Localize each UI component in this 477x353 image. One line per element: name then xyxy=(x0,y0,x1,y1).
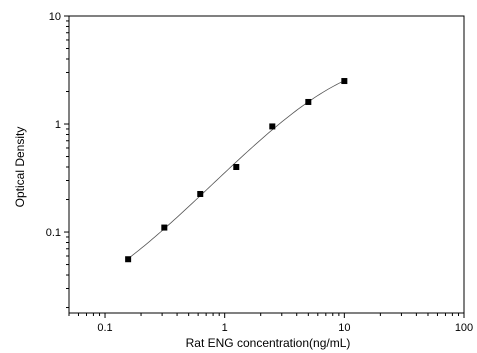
y-tick-label: 0.1 xyxy=(46,227,61,239)
x-axis-title: Rat ENG concentration(ng/mL) xyxy=(186,336,351,350)
data-point xyxy=(269,123,276,130)
data-points xyxy=(125,78,348,263)
y-tick-label: 10 xyxy=(49,11,61,23)
x-tick-label: 10 xyxy=(338,322,350,334)
x-tick-label: 100 xyxy=(455,322,473,334)
data-point xyxy=(197,190,204,197)
data-point xyxy=(341,78,348,85)
y-axis-ticks: 0.1 1 10 xyxy=(46,11,69,309)
data-point xyxy=(125,256,132,263)
data-point xyxy=(305,98,312,105)
x-tick-label: 1 xyxy=(222,322,228,334)
plot-frame xyxy=(68,15,465,314)
data-point xyxy=(161,224,168,231)
plot-border xyxy=(68,15,465,314)
x-tick-label: 0.1 xyxy=(97,322,112,334)
y-axis-title: Optical Density xyxy=(13,127,27,208)
data-point xyxy=(233,164,240,171)
y-tick-label: 1 xyxy=(55,119,61,131)
x-axis-ticks: 0.1 1 10 100 xyxy=(68,313,473,334)
